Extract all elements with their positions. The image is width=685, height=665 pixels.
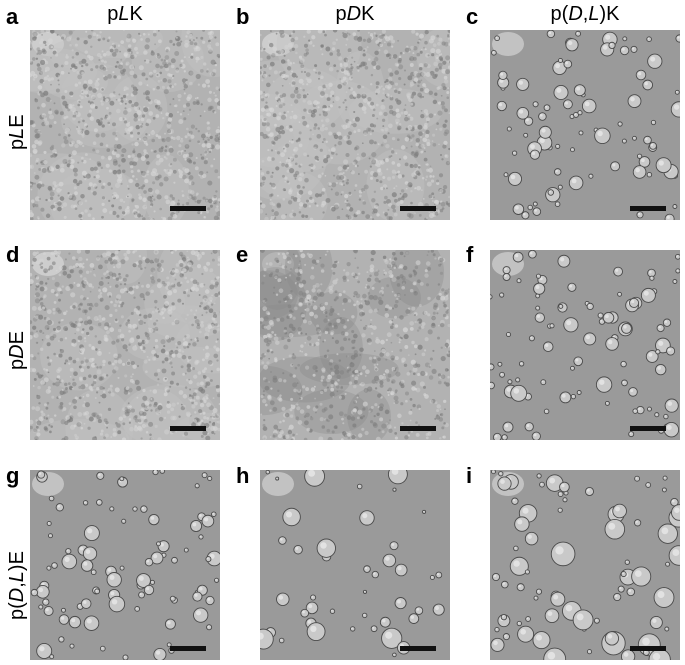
scale-bar xyxy=(170,206,206,211)
scale-bar xyxy=(400,646,436,651)
micrograph-panel-f xyxy=(490,250,680,440)
panel-label-e: e xyxy=(236,242,249,267)
column-title-pdlk: p(D,L)K xyxy=(550,3,620,25)
panel-label-i: i xyxy=(466,463,473,488)
row-title-pde: pDE xyxy=(6,331,28,370)
row-title-pdle: p(D,L)E xyxy=(6,551,28,620)
scale-bar xyxy=(170,646,206,651)
scale-bar xyxy=(400,206,436,211)
panel-label-h: h xyxy=(236,463,250,488)
scale-bar xyxy=(630,646,666,651)
panel-label-g: g xyxy=(6,463,20,488)
micrograph-panel-c xyxy=(490,30,680,220)
micrograph-panel-h xyxy=(260,470,450,660)
micrograph-panel-e xyxy=(260,250,450,440)
micrograph-panel-b xyxy=(260,30,450,220)
panel-label-b: b xyxy=(236,4,250,29)
micrograph-panel-g xyxy=(30,470,220,660)
panel-label-d: d xyxy=(6,242,20,267)
column-title-pdk: pDK xyxy=(335,3,375,25)
scale-bar xyxy=(400,426,436,431)
micrograph-panel-a xyxy=(30,30,220,220)
scale-bar xyxy=(170,426,206,431)
micrograph-panel-i xyxy=(490,470,680,660)
scale-bar xyxy=(630,426,666,431)
panel-label-c: c xyxy=(466,4,479,29)
scale-bar xyxy=(630,206,666,211)
panel-label-f: f xyxy=(466,242,474,267)
column-title-plk: pLK xyxy=(107,3,143,25)
panel-label-a: a xyxy=(6,4,19,29)
row-title-ple: pLE xyxy=(6,114,28,150)
micrograph-panel-d xyxy=(30,250,220,440)
